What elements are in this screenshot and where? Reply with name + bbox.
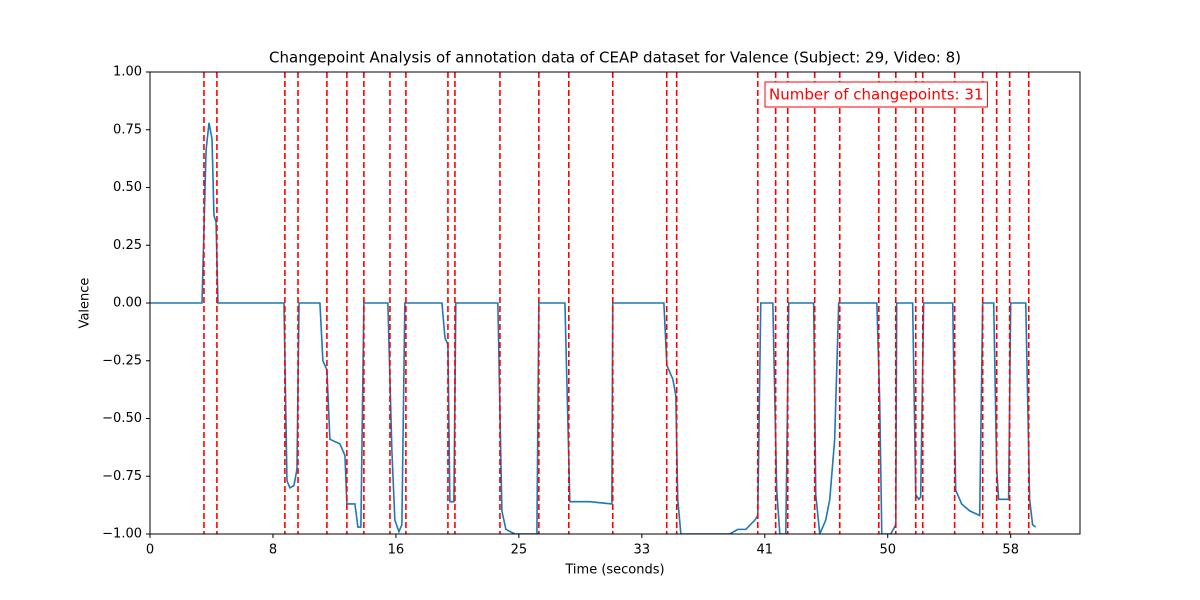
x-tick-label: 41 <box>757 543 774 558</box>
x-tick-label: 0 <box>146 543 154 558</box>
x-tick-label: 50 <box>879 543 896 558</box>
annotation: Number of changepoints: 31 <box>769 86 983 104</box>
x-tick-label: 33 <box>634 543 651 558</box>
x-tick-label: 16 <box>388 543 405 558</box>
x-tick-label: 58 <box>1002 543 1019 558</box>
x-tick-label: 25 <box>511 543 528 558</box>
y-tick-label: 0.25 <box>113 238 142 253</box>
chart-title: Changepoint Analysis of annotation data … <box>269 49 961 67</box>
data-line <box>150 122 1037 534</box>
y-tick-label: 1.00 <box>113 65 142 80</box>
y-axis-label: Valence <box>78 278 93 329</box>
y-tick-label: −0.25 <box>102 353 142 368</box>
y-tick-label: 0.75 <box>113 122 142 137</box>
plot-frame <box>149 71 1081 535</box>
y-tick-label: 0.50 <box>113 180 142 195</box>
annotation-box <box>764 81 988 108</box>
y-tick-label: −1.00 <box>102 527 142 542</box>
x-tick-label: 8 <box>269 543 277 558</box>
y-tick-label: −0.50 <box>102 411 142 426</box>
y-tick-label: 0.00 <box>113 296 142 311</box>
x-axis-label: Time (seconds) <box>564 563 664 578</box>
y-tick-label: −0.75 <box>102 469 142 484</box>
